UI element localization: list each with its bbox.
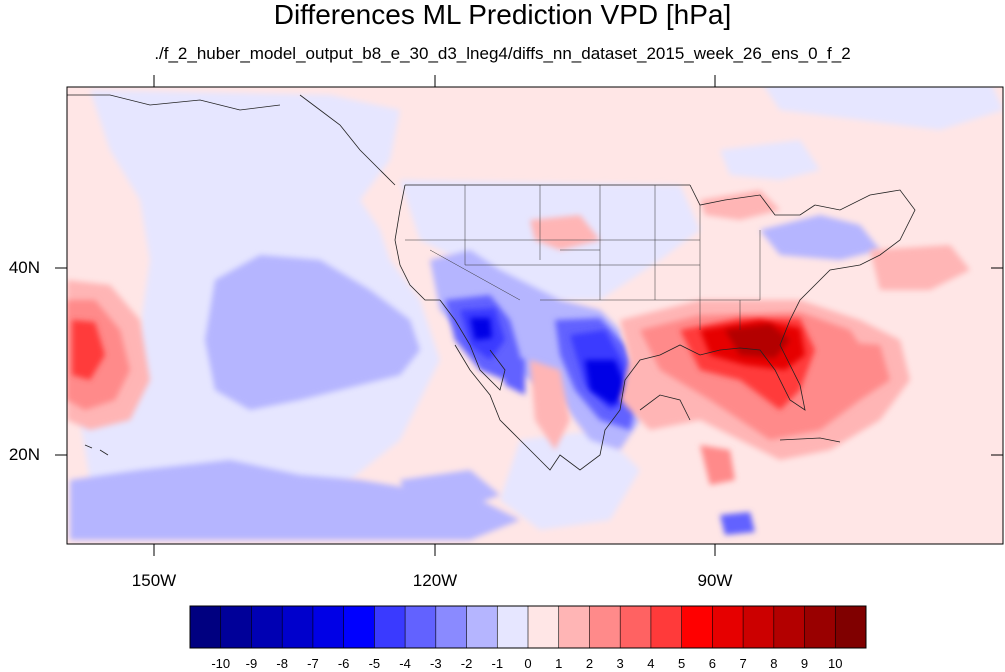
colorbar-tick-label: -8	[276, 656, 288, 671]
colorbar-tick-label: -10	[211, 656, 231, 671]
colorbar-tick-label: 10	[828, 656, 843, 671]
map-subtitle: ./f_2_huber_model_output_b8_e_30_d3_lneg…	[154, 44, 851, 63]
colorbar-swatch	[528, 606, 560, 648]
colorbar-tick-label: 9	[800, 656, 809, 671]
colorbar-swatch	[343, 606, 375, 648]
colorbar-tick-label: 0	[524, 656, 532, 671]
colorbar-tick-label: -6	[337, 656, 350, 671]
positive-field-plus8	[725, 324, 790, 358]
colorbar-swatch	[466, 606, 498, 648]
axis-ticks	[55, 75, 1003, 556]
colorbar-swatch	[497, 606, 529, 648]
lon-label-120w: 120W	[412, 571, 458, 590]
colorbar-tick-label: -5	[368, 656, 381, 671]
colorbar-swatch	[312, 606, 345, 648]
colorbar-swatch	[681, 606, 713, 648]
colorbar-swatch	[804, 606, 836, 648]
colorbar-tick-label: -3	[430, 656, 442, 671]
colorbar-swatch	[712, 606, 744, 648]
colorbar-swatch	[835, 606, 867, 648]
colorbar-tick-label: -4	[399, 656, 411, 671]
colorbar-swatch	[743, 606, 775, 648]
colorbar-tick-label: -2	[460, 656, 473, 671]
colorbar-swatch	[620, 606, 652, 648]
colorbar-swatch	[558, 606, 590, 648]
colorbar-swatch	[589, 606, 621, 648]
negative-field-core	[470, 318, 628, 405]
lon-label-90w: 90W	[697, 571, 733, 590]
colorbar-tick-label: -9	[245, 656, 258, 671]
colorbar-swatch	[282, 606, 314, 648]
lon-label-150w: 150W	[131, 571, 177, 590]
map-frame	[66, 86, 1004, 545]
state-borders	[405, 185, 761, 330]
colorbar-swatch	[190, 606, 222, 648]
colorbar-swatch	[773, 606, 806, 648]
map-title: Differences ML Prediction VPD [hPa]	[273, 0, 732, 30]
colorbar-tick-label: 4	[647, 656, 655, 671]
colorbar-tick-label: 5	[678, 656, 686, 671]
colorbar-swatch	[405, 606, 437, 648]
colorbar-swatch	[435, 606, 468, 648]
colorbar-tick-label: 2	[585, 656, 594, 671]
colorbar-tick-label: 8	[770, 656, 778, 671]
colorbar-swatch	[251, 606, 283, 648]
colorbar-tick-label: -1	[491, 656, 504, 671]
colorbar-tick-label: -7	[307, 656, 319, 671]
colorbar-tick-label: 1	[555, 656, 563, 671]
colorbar-swatch	[650, 606, 683, 648]
colorbar-tick-label: 7	[739, 656, 747, 671]
coastlines	[67, 94, 916, 471]
colorbar-tick-label: 6	[708, 656, 716, 671]
lat-label-40n: 40N	[8, 258, 40, 277]
colorbar-tick-label: 3	[616, 656, 624, 671]
colorbar-swatch	[374, 606, 406, 648]
lat-label-20n: 20N	[8, 445, 40, 464]
colorbar-swatch	[220, 606, 252, 648]
